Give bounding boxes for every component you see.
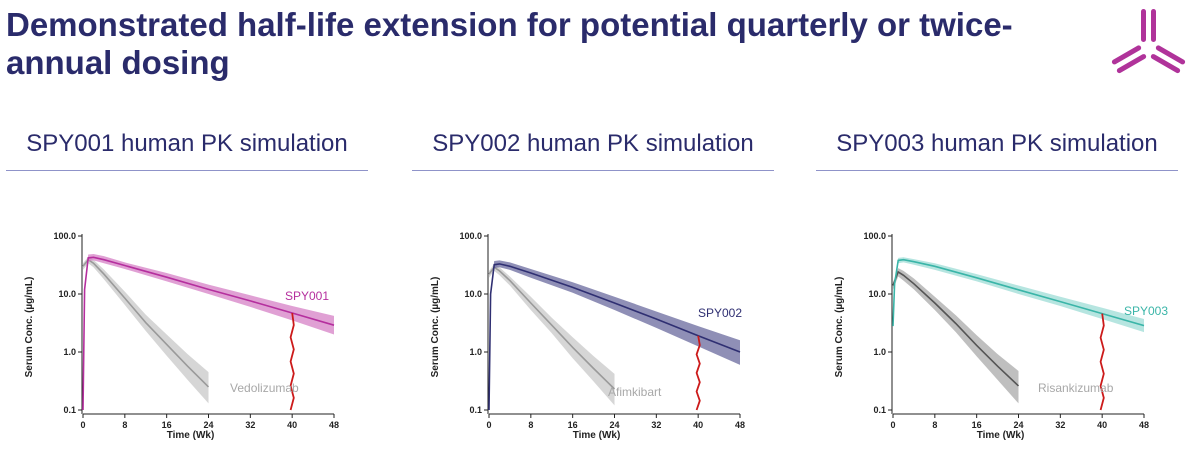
x-tick-label: 48	[329, 420, 339, 430]
x-tick-label: 0	[890, 420, 895, 430]
y-tick-label: 100.0	[459, 231, 482, 241]
x-axis-label: Time (Wk)	[977, 430, 1025, 441]
x-tick-label: 48	[1139, 420, 1149, 430]
y-tick-label: 1.0	[63, 347, 76, 357]
x-tick-label: 48	[735, 420, 745, 430]
series-ci-band	[893, 268, 1019, 404]
series-ci-band	[83, 254, 334, 410]
series-label: SPY003	[1124, 304, 1168, 318]
x-tick-label: 16	[162, 420, 172, 430]
pk-panel-spy003: SPY003 human PK simulation 100.0 10.0 1.0 0…	[816, 118, 1178, 462]
x-tick-label: 32	[245, 420, 255, 430]
panel-title: SPY003 human PK simulation	[836, 130, 1158, 157]
x-tick-label: 16	[568, 420, 578, 430]
x-tick-label: 0	[80, 420, 85, 430]
x-tick-label: 32	[1055, 420, 1065, 430]
panel-divider	[6, 170, 368, 171]
slide-title: Demonstrated half-life extension for pot…	[6, 6, 1013, 81]
y-tick-label: 1.0	[469, 347, 482, 357]
x-tick-label: 40	[287, 420, 297, 430]
x-tick-label: 8	[932, 420, 937, 430]
panel-divider	[816, 170, 1178, 171]
dosing-interval-marker	[1099, 313, 1105, 411]
x-tick-label: 24	[1013, 420, 1023, 430]
y-tick-label: 0.1	[469, 405, 482, 415]
y-tick-label: 10.0	[58, 289, 76, 299]
x-tick-label: 16	[972, 420, 982, 430]
y-tick-label: 10.0	[868, 289, 886, 299]
y-tick-label: 0.1	[873, 405, 886, 415]
series-line	[892, 270, 1020, 387]
y-axis-label: Serum Conc. (µg/mL)	[430, 277, 441, 378]
y-axis-label: Serum Conc. (µg/mL)	[24, 277, 35, 378]
y-tick-label: 1.0	[873, 347, 886, 357]
x-tick-label: 40	[693, 420, 703, 430]
pk-panel-spy001: SPY001 human PK simulation 100.0 10.0 1.0 0…	[6, 118, 368, 462]
x-axis-label: Time (Wk)	[167, 430, 215, 441]
series-line	[488, 266, 616, 390]
x-tick-label: 24	[609, 420, 619, 430]
dosing-interval-marker	[289, 312, 295, 411]
series-line	[488, 263, 741, 411]
pk-panel-spy002: SPY002 human PK simulation 100.0 10.0 1.0 0…	[412, 118, 774, 462]
panel-title: SPY002 human PK simulation	[432, 130, 754, 157]
tri-blade-logo-icon	[1111, 9, 1186, 74]
dosing-interval-marker	[695, 335, 701, 411]
x-tick-label: 8	[122, 420, 127, 430]
x-tick-label: 8	[528, 420, 533, 430]
y-axis-label: Serum Conc. (µg/mL)	[834, 277, 845, 378]
logo-mark	[1111, 9, 1186, 74]
series-label: SPY001	[285, 289, 329, 303]
pk-chart-spy003: 100.0 10.0 1.0 0.1 0 8 16 24 32 40 48 Time (Wk) Seru…	[834, 231, 1168, 441]
x-tick-label: 32	[651, 420, 661, 430]
series-label: Afimkibart	[608, 385, 662, 399]
series-ci-band	[83, 256, 209, 404]
y-tick-label: 100.0	[863, 231, 886, 241]
y-tick-label: 100.0	[53, 231, 76, 241]
series-line	[82, 256, 335, 411]
series-label: SPY002	[698, 306, 742, 320]
pk-chart-spy001: 100.0 10.0 1.0 0.1 0 8 16 24 32 40 48 Time (Wk) Seru…	[24, 231, 339, 441]
series-line	[892, 258, 1145, 327]
pk-chart-spy002: 100.0 10.0 1.0 0.1 0 8 16 24 32 40 48 Time (Wk) Seru…	[430, 231, 745, 441]
y-tick-label: 10.0	[464, 289, 482, 299]
x-tick-label: 40	[1097, 420, 1107, 430]
series-ci-band	[893, 257, 1144, 333]
series-label: Risankizumab	[1038, 381, 1114, 395]
series-label: Vedolizumab	[230, 381, 299, 395]
series-ci-band	[489, 260, 740, 410]
y-tick-label: 0.1	[63, 405, 76, 415]
series-line	[82, 258, 210, 388]
x-axis-label: Time (Wk)	[573, 430, 621, 441]
panel-divider	[412, 170, 774, 171]
x-tick-label: 24	[203, 420, 213, 430]
x-tick-label: 0	[486, 420, 491, 430]
panel-title: SPY001 human PK simulation	[26, 130, 348, 157]
